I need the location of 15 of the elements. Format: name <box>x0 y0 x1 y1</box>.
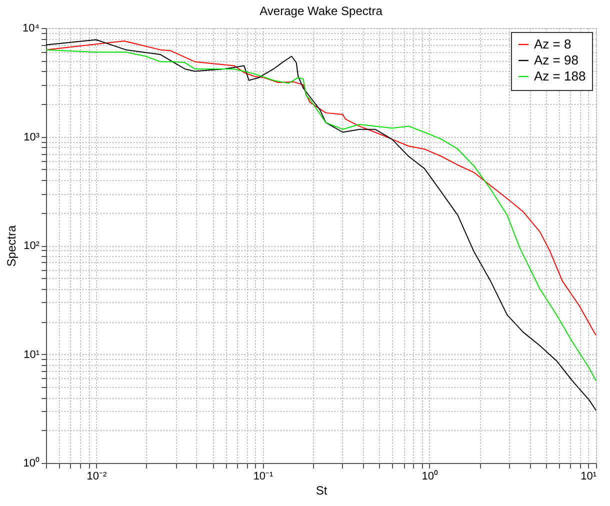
y-axis-title: Spectra <box>4 225 19 267</box>
x-tick-label: 10⁰ <box>422 470 438 482</box>
y-tick-label: 10⁰ <box>23 456 40 470</box>
x-axis-title: St <box>316 484 328 498</box>
y-tick-label: 10¹ <box>24 348 40 361</box>
y-tick-label: 10³ <box>24 131 40 144</box>
x-tick-label: 10⁻² <box>86 470 107 482</box>
x-tick-label: 10⁻¹ <box>253 470 274 482</box>
legend-label: Az = 98 <box>534 52 578 68</box>
legend-label: Az = 188 <box>534 68 586 84</box>
chart-title: Average Wake Spectra <box>260 4 383 18</box>
y-tick-label: 10² <box>24 240 40 252</box>
x-tick-label: 10¹ <box>580 470 597 482</box>
legend-label: Az = 8 <box>534 36 572 52</box>
y-tick-label: 10⁴ <box>22 22 40 34</box>
